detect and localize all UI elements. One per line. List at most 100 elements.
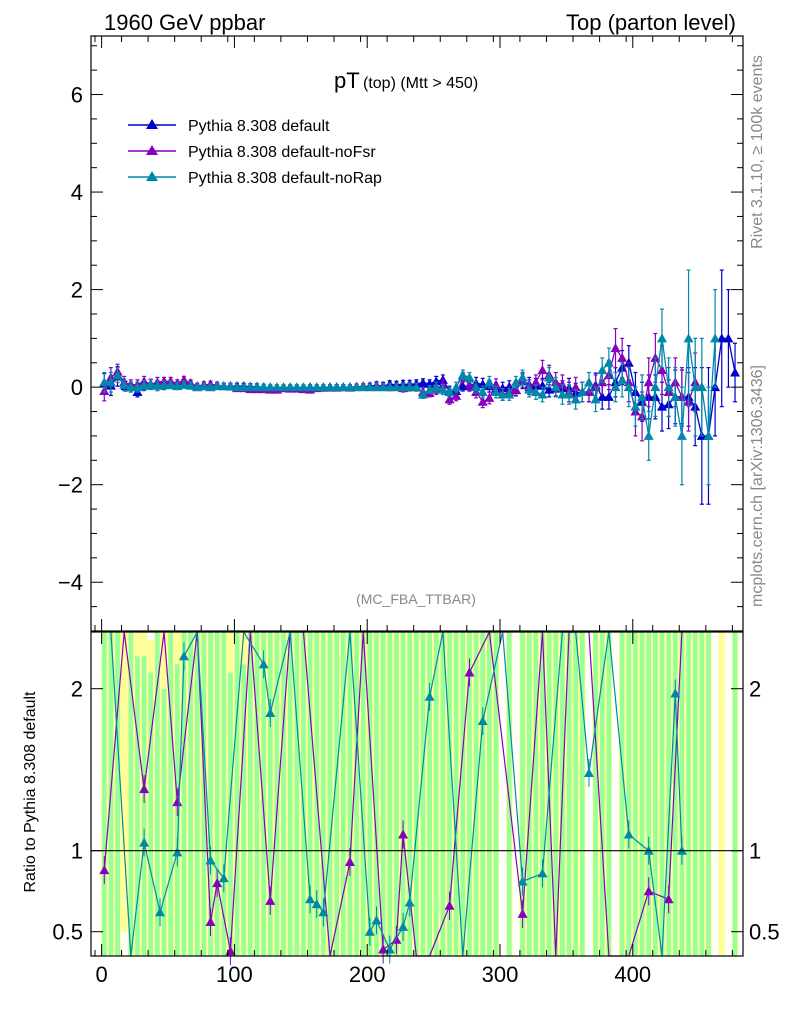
main-point-2-47 xyxy=(411,382,422,392)
main-point-2-76 xyxy=(603,357,614,367)
ratio-band-inner-8 xyxy=(161,688,167,956)
legend-label-default: Pythia 8.308 default xyxy=(188,118,330,135)
main-point-2-88 xyxy=(683,333,694,343)
ratio-point-1-8 xyxy=(218,873,229,883)
main-point-0-94 xyxy=(723,333,734,343)
ratio-point-0-24 xyxy=(517,908,528,918)
main-point-0-48 xyxy=(417,377,428,387)
ratio-band-inner-86 xyxy=(706,632,711,956)
ratio-band-inner-30 xyxy=(307,632,313,956)
main-point-0-49 xyxy=(424,378,435,388)
main-point-2-59 xyxy=(491,387,502,397)
ratio-band-inner-43 xyxy=(394,632,399,956)
ratio-ytick-label-left-0: 0.5 xyxy=(52,920,83,945)
ratio-bands-inner xyxy=(101,632,738,956)
ratio-band-inner-15 xyxy=(208,632,213,956)
ratio-band-inner-62 xyxy=(533,632,539,956)
ratio-band-inner-74 xyxy=(626,632,632,956)
main-point-2-83 xyxy=(650,382,661,392)
main-point-2-45 xyxy=(398,382,409,392)
main-point-2-73 xyxy=(583,377,594,387)
ratio-ytick-label-left-1: 1 xyxy=(71,839,83,864)
ratio-band-inner-46 xyxy=(414,632,419,956)
main-point-2-55 xyxy=(464,372,475,382)
main-point-1-84 xyxy=(656,365,667,375)
main-point-2-91 xyxy=(703,430,714,440)
ratio-band-inner-4 xyxy=(135,656,140,956)
ratio-band-inner-14 xyxy=(201,632,207,956)
main-point-2-15 xyxy=(198,381,209,391)
ratio-point-1-20 xyxy=(398,921,409,931)
ratio-point-0-14 xyxy=(344,857,355,867)
main-point-1-66 xyxy=(537,365,548,375)
main-point-2-46 xyxy=(404,382,415,392)
main-point-2-68 xyxy=(550,382,561,392)
plot-title-sub: (top) (Mtt > 450) xyxy=(363,75,478,92)
main-point-2-92 xyxy=(710,333,721,343)
legend-label-nofsr: Pythia 8.308 default-noFsr xyxy=(188,144,376,161)
ratio-band-inner-77 xyxy=(646,632,652,956)
main-point-0-93 xyxy=(716,333,727,343)
ratio-ytick-label-right-1: 1 xyxy=(749,839,761,864)
legend-marker-nofsr xyxy=(146,145,158,155)
ratio-band-inner-69 xyxy=(580,632,585,956)
ratio-point-1-17 xyxy=(364,926,375,936)
ratio-band-inner-17 xyxy=(221,632,227,956)
main-point-2-2 xyxy=(112,369,123,379)
main-point-2-49 xyxy=(424,384,435,394)
ratio-band-inner-65 xyxy=(553,632,559,956)
ratio-band-inner-33 xyxy=(327,632,333,956)
main-point-2-42 xyxy=(378,382,389,392)
main-point-2-37 xyxy=(344,382,355,392)
ratio-point-1-4 xyxy=(172,847,183,857)
ratio-band-inner-12 xyxy=(188,632,193,956)
ratio-point-0-0 xyxy=(99,865,110,875)
ratio-band-inner-45 xyxy=(407,632,413,956)
main-point-2-17 xyxy=(212,381,223,391)
ratio-point-1-11 xyxy=(265,708,276,717)
main-point-2-75 xyxy=(597,365,608,375)
ratio-band-inner-85 xyxy=(699,632,705,956)
header-left: 1960 GeV ppbar xyxy=(104,10,265,35)
main-point-2-50 xyxy=(431,382,442,392)
ratio-point-0-16 xyxy=(378,944,389,954)
ratio-band-inner-47 xyxy=(420,632,426,956)
ratio-band-inner-7 xyxy=(155,632,160,956)
ratio-band-inner-80 xyxy=(666,632,671,956)
main-point-2-54 xyxy=(457,369,468,379)
ratio-band-inner-49 xyxy=(433,632,439,956)
ratio-point-1-33 xyxy=(623,829,634,839)
main-point-2-71 xyxy=(570,394,581,404)
ratio-point-0-18 xyxy=(398,829,409,839)
main-point-0-75 xyxy=(597,391,608,401)
ratio-band-inner-19 xyxy=(234,632,240,956)
main-point-2-35 xyxy=(331,382,342,392)
ratio-point-1-7 xyxy=(205,855,216,865)
ratio-band-inner-25 xyxy=(274,632,280,956)
main-point-2-18 xyxy=(218,381,229,391)
ratio-point-0-31 xyxy=(643,886,654,896)
ratio-band-inner-11 xyxy=(181,632,187,956)
main-point-1-78 xyxy=(617,352,628,362)
main-point-0-76 xyxy=(603,391,614,401)
ratio-band-inner-59 xyxy=(506,632,512,956)
main-ytick-label-4: 4 xyxy=(71,180,83,205)
main-ytick-label-1: −2 xyxy=(58,473,83,498)
ratio-band-inner-53 xyxy=(460,632,466,956)
main-point-2-53 xyxy=(451,382,462,392)
ratio-band-inner-29 xyxy=(301,632,306,956)
ratio-band-inner-68 xyxy=(573,632,579,956)
ratio-band-inner-54 xyxy=(467,632,472,956)
main-point-2-7 xyxy=(145,379,156,389)
main-point-2-41 xyxy=(371,382,382,392)
main-point-2-43 xyxy=(384,382,395,392)
main-point-2-3 xyxy=(119,379,130,389)
main-point-2-89 xyxy=(690,382,701,392)
main-point-2-58 xyxy=(484,377,495,387)
ratio-point-0-21 xyxy=(444,900,455,910)
ratio-ytick-label-right-2: 2 xyxy=(749,677,761,702)
main-point-2-29 xyxy=(291,382,302,392)
ratio-point-1-3 xyxy=(155,907,166,917)
xtick-label-2: 200 xyxy=(349,962,386,987)
